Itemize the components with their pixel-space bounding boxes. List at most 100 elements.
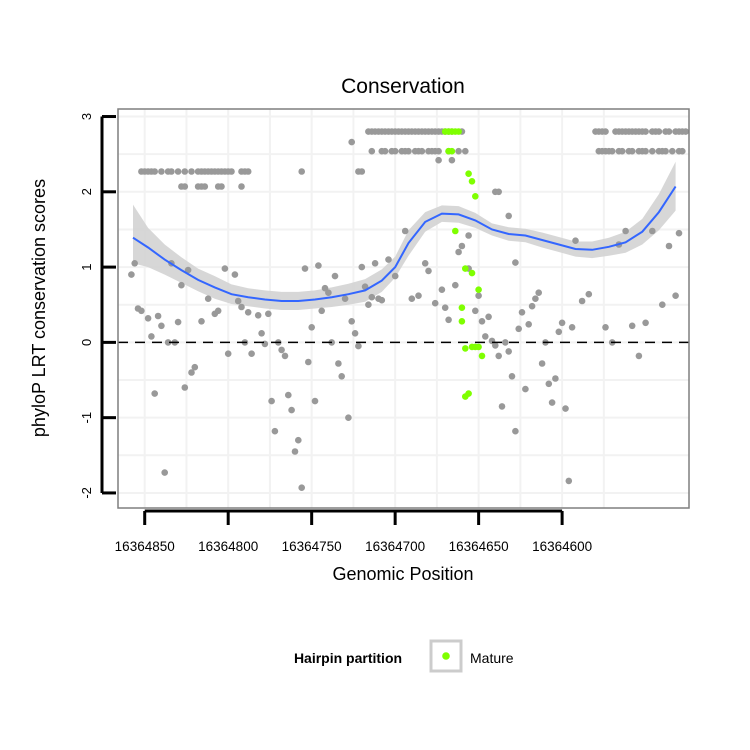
x-tick-label: 16364700 xyxy=(365,539,425,554)
data-point xyxy=(649,147,656,155)
data-point xyxy=(502,339,509,346)
data-point xyxy=(478,318,486,325)
data-point xyxy=(181,384,189,391)
data-point xyxy=(385,256,392,263)
data-point xyxy=(642,147,649,155)
grid-lines xyxy=(118,109,689,508)
data-point xyxy=(345,414,352,422)
data-point xyxy=(198,318,205,325)
data-point xyxy=(148,333,155,340)
data-point-mature xyxy=(458,318,466,325)
data-point xyxy=(682,128,689,135)
data-point xyxy=(659,301,666,309)
data-point-mature xyxy=(458,304,466,312)
data-point xyxy=(401,227,409,235)
data-point xyxy=(618,147,626,155)
data-point xyxy=(565,477,573,485)
legend-entry-mature: Mature xyxy=(470,650,514,666)
data-point xyxy=(371,260,379,267)
data-point xyxy=(181,183,189,190)
data-point xyxy=(448,156,456,164)
data-point xyxy=(368,147,376,155)
data-point xyxy=(288,406,295,414)
data-point-mature xyxy=(452,227,459,235)
data-point xyxy=(578,297,586,305)
data-point xyxy=(248,350,255,358)
data-point xyxy=(655,128,663,135)
data-point xyxy=(538,360,546,367)
data-point xyxy=(305,358,312,366)
data-point xyxy=(291,448,299,455)
data-point xyxy=(308,324,316,331)
data-point xyxy=(191,363,199,371)
data-point xyxy=(341,295,349,303)
data-point xyxy=(465,232,472,239)
data-point xyxy=(518,309,526,316)
data-point xyxy=(495,352,503,360)
data-point xyxy=(568,324,576,331)
data-point xyxy=(168,168,175,175)
data-point xyxy=(562,405,569,412)
data-point xyxy=(254,312,262,319)
data-point xyxy=(505,212,512,220)
data-point xyxy=(161,469,168,476)
data-point xyxy=(608,147,616,155)
data-point xyxy=(628,322,636,330)
data-point xyxy=(532,295,539,303)
legend-key xyxy=(429,639,463,673)
data-point-mature xyxy=(472,193,479,200)
data-point xyxy=(244,168,252,175)
data-point xyxy=(358,263,366,271)
data-point xyxy=(295,436,302,444)
data-point xyxy=(188,168,195,175)
data-point xyxy=(522,385,529,393)
data-point xyxy=(628,147,636,155)
data-point xyxy=(495,188,503,196)
points-other xyxy=(128,128,689,492)
data-point xyxy=(512,259,519,266)
data-point xyxy=(642,128,649,135)
data-point xyxy=(472,307,479,315)
data-point xyxy=(558,319,566,327)
data-point xyxy=(445,316,452,324)
x-tick-label: 16364650 xyxy=(449,539,509,554)
data-point xyxy=(602,128,609,135)
data-point-mature xyxy=(468,178,476,185)
data-point-mature xyxy=(475,286,482,294)
data-point xyxy=(391,272,399,280)
data-point xyxy=(174,168,182,175)
data-point xyxy=(234,297,242,305)
data-point xyxy=(462,147,469,155)
data-point xyxy=(335,360,342,367)
data-point xyxy=(285,391,292,399)
data-point-mature xyxy=(468,269,476,277)
data-point xyxy=(552,375,559,382)
data-point-mature xyxy=(462,265,469,272)
points-mature xyxy=(441,128,486,400)
data-point xyxy=(138,307,145,315)
data-point xyxy=(431,299,439,307)
data-point xyxy=(675,229,683,237)
data-point xyxy=(238,183,245,190)
data-point xyxy=(622,227,629,235)
data-point xyxy=(221,265,229,272)
data-point xyxy=(535,289,542,297)
data-point xyxy=(405,147,412,155)
data-point xyxy=(672,292,679,300)
data-point xyxy=(679,147,686,155)
data-point xyxy=(358,168,366,175)
y-tick-label: 1 xyxy=(79,263,94,270)
data-point xyxy=(452,281,459,289)
data-point xyxy=(438,286,446,294)
data-point xyxy=(528,302,536,310)
data-point xyxy=(321,284,329,292)
data-point xyxy=(268,397,275,405)
data-point xyxy=(482,333,489,340)
data-point xyxy=(435,147,442,155)
data-point xyxy=(515,325,522,333)
data-point xyxy=(258,330,265,337)
y-tick-label: 2 xyxy=(79,188,94,195)
data-point xyxy=(218,183,225,190)
data-point xyxy=(475,292,482,300)
